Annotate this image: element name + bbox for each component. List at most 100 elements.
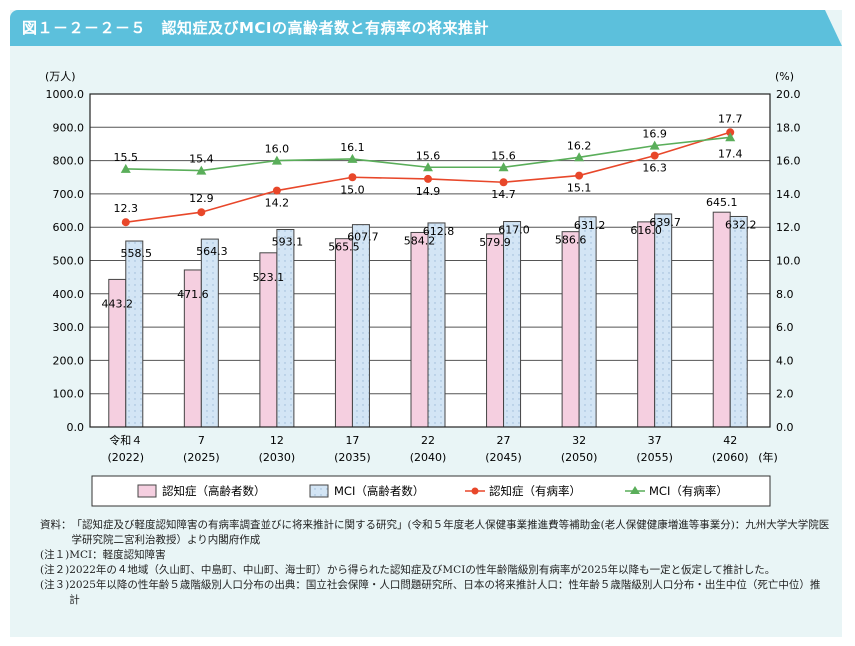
bar-data-label: 645.1 [706, 196, 738, 209]
note: (注２) 2022年の４地域（久山町、中島町、中山町、海士町）から得られた認知症及… [40, 563, 830, 578]
y-left-tick-label: 200.0 [53, 354, 85, 367]
bar-dementia-count [410, 231, 429, 428]
bar-mci-count [729, 215, 748, 428]
note: (注３) 2025年以降の性年齢５歳階級別人口分布の出典：国立社会保障・人口問題研… [40, 578, 830, 608]
note-label: (注１) [40, 549, 70, 561]
marker-dementia-rate [348, 173, 357, 182]
marker-mci-rate [725, 132, 736, 142]
line-data-label: 14.9 [416, 185, 441, 198]
note-label: 資料： [40, 519, 72, 531]
line-data-label: 15.6 [416, 149, 441, 162]
bar-data-label: 584.2 [404, 234, 436, 247]
x-tick-label-year: (2045) [485, 451, 522, 464]
bar-mci-count [654, 213, 673, 428]
note: (注１) MCI：軽度認知障害 [40, 548, 830, 563]
y-left-tick-label: 0.0 [67, 421, 85, 434]
bar-data-label: 632.2 [725, 218, 757, 231]
bar-mci-count [351, 224, 370, 428]
marker-dementia-rate [650, 151, 659, 160]
bar-mci-count [125, 240, 144, 428]
legend-marker [471, 487, 479, 495]
x-tick-label-year: (2040) [410, 451, 447, 464]
marker-dementia-rate [121, 218, 130, 227]
legend-label: MCI（高齢者数） [334, 484, 424, 498]
y-left-tick-label: 300.0 [53, 321, 85, 334]
x-tick-label-year: (2030) [259, 451, 296, 464]
note-text: 「認知症及び軽度認知障害の有病率調査並びに将来推計に関する研究」(令和５年度老人… [71, 519, 830, 546]
note-text: 2022年の４地域（久山町、中島町、中山町、海士町）から得られた認知症及びMCI… [69, 564, 776, 576]
plot-frame [89, 93, 771, 428]
bar-dementia-count [712, 211, 731, 428]
x-tick-label-year: (2025) [183, 451, 220, 464]
marker-mci-rate [574, 152, 585, 162]
y-left-tick-label: 800.0 [53, 155, 85, 168]
x-tick-label: 22 [421, 434, 435, 447]
bar-data-label: 523.1 [253, 271, 285, 284]
x-tick-label-year: (2050) [561, 451, 598, 464]
bar-data-label: 593.1 [272, 235, 304, 248]
bar-mci-count [276, 228, 295, 428]
x-tick-label-year: (2022) [107, 451, 144, 464]
x-tick-label: 32 [572, 434, 586, 447]
legend [91, 475, 771, 507]
marker-mci-rate [347, 153, 358, 163]
line-data-label: 12.9 [189, 192, 214, 205]
y-left-tick-label: 700.0 [53, 188, 85, 201]
line-data-label: 12.3 [114, 202, 139, 215]
line-data-label: 15.1 [567, 182, 592, 195]
bar-data-label: 639.7 [649, 216, 681, 229]
marker-mci-rate [271, 155, 282, 165]
y-right-tick-label: 12.0 [776, 221, 801, 234]
marker-dementia-rate [575, 171, 584, 180]
bar-data-label: 616.0 [630, 224, 662, 237]
bar-dementia-count [637, 221, 656, 428]
bar-data-label: 565.5 [328, 241, 360, 254]
marker-dementia-rate [197, 208, 206, 217]
marker-mci-rate [120, 163, 131, 173]
line-data-label: 15.4 [189, 153, 214, 166]
bar-data-label: 443.2 [102, 297, 134, 310]
y-right-tick-label: 2.0 [776, 388, 794, 401]
bar-data-label: 564.3 [196, 245, 228, 258]
y-left-tick-label: 600.0 [53, 221, 85, 234]
y-right-axis-label: (%) [775, 70, 794, 83]
x-tick-label-year: (2035) [334, 451, 371, 464]
x-tick-label-year: (2060) [712, 451, 749, 464]
marker-mci-rate [649, 140, 660, 150]
line-data-label: 17.7 [718, 112, 743, 125]
y-left-axis-label: (万人) [45, 70, 76, 83]
line-data-label: 17.4 [718, 147, 743, 160]
legend-label: MCI（有病率） [649, 484, 728, 498]
bar-data-label: 617.0 [498, 224, 530, 237]
bar-mci-count [427, 222, 446, 428]
y-right-tick-label: 18.0 [776, 121, 801, 134]
marker-mci-rate [423, 162, 433, 172]
x-tick-label: 12 [270, 434, 284, 447]
notes: 資料： 「認知症及び軽度認知障害の有病率調査並びに将来推計に関する研究」(令和５年… [40, 518, 830, 608]
title-bar [10, 10, 842, 46]
line-data-label: 15.5 [114, 151, 139, 164]
y-left-tick-label: 400.0 [53, 288, 85, 301]
line-data-label: 15.6 [491, 149, 516, 162]
line-data-label: 16.2 [567, 139, 592, 152]
bar-data-label: 586.6 [555, 234, 587, 247]
bar-data-label: 471.6 [177, 288, 209, 301]
line-data-label: 14.2 [265, 197, 290, 210]
legend-marker [630, 486, 640, 494]
y-right-tick-label: 6.0 [776, 321, 794, 334]
y-right-tick-label: 14.0 [776, 188, 801, 201]
marker-mci-rate [196, 165, 207, 175]
note: 資料： 「認知症及び軽度認知障害の有病率調査並びに将来推計に関する研究」(令和５年… [40, 518, 830, 548]
bar-mci-count [503, 221, 522, 428]
x-axis-unit: (年) [758, 450, 778, 464]
bar-dementia-count [561, 231, 580, 428]
line-data-label: 14.7 [491, 188, 516, 201]
figure-title: 図１－２－２－５ 認知症及びMCIの高齢者数と有病率の将来推計 [22, 19, 490, 37]
line-data-label: 16.0 [265, 143, 290, 156]
x-tick-label-year: (2055) [636, 451, 673, 464]
y-left-tick-label: 1000.0 [46, 88, 85, 101]
bar-data-label: 607.7 [347, 231, 379, 244]
y-left-tick-label: 500.0 [53, 255, 85, 268]
note-text: MCI：軽度認知障害 [69, 549, 166, 561]
